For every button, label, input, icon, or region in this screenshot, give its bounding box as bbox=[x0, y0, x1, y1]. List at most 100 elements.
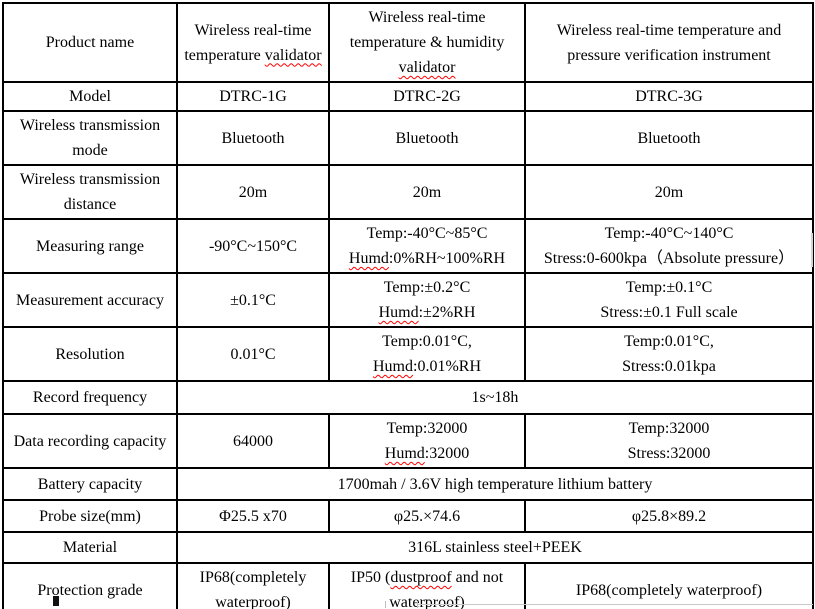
label-text: Wireless transmission distance bbox=[19, 171, 161, 213]
cell-line: Temp:0.01°C, bbox=[530, 329, 808, 354]
cell-line: Stress:±0.1 Full scale bbox=[530, 300, 808, 325]
row-label-record-frequency: Record frequency bbox=[2, 380, 178, 415]
cell-probe-col4: φ25.8×89.2 bbox=[524, 499, 814, 533]
cell-text: Temp:-40°C~85°C bbox=[366, 225, 488, 242]
cell-text: 1700mah / 3.6V high temperature lithium … bbox=[337, 475, 653, 493]
cell-line: Humd:0%RH~100%RH bbox=[334, 246, 520, 271]
label-text: Probe size(mm) bbox=[39, 507, 141, 525]
cell-transdist-col3: 20m bbox=[328, 164, 526, 220]
row-label-product-name: Product name bbox=[2, 2, 178, 83]
row-label-transmission-mode: Wireless transmission mode bbox=[2, 110, 178, 166]
cell-model-col4: DTRC-3G bbox=[524, 81, 814, 112]
cell-text: 20m bbox=[238, 183, 268, 201]
cell-probe-col3: φ25.×74.6 bbox=[328, 499, 526, 533]
cell-text: Temp:0.01°C, bbox=[624, 333, 714, 350]
cell-capacity-col2: 64000 bbox=[176, 413, 330, 469]
cell-line: Temp:32000 bbox=[530, 416, 808, 441]
cell-transdist-col4: 20m bbox=[524, 164, 814, 220]
cell-text: φ25.×74.6 bbox=[393, 507, 461, 525]
cell-line: Stress:32000 bbox=[530, 441, 808, 466]
cell-text: Wireless real-time temperature and press… bbox=[556, 21, 782, 64]
cell-text: Temp:-40°C~140°C bbox=[604, 225, 734, 242]
cell-text: 0.01°C bbox=[230, 345, 276, 363]
row-label-protection-grade: Protection grade bbox=[2, 562, 178, 609]
cell-record-frequency-value: 1s~18h bbox=[176, 380, 814, 415]
cell-text: IP50 ( bbox=[350, 569, 391, 586]
row-label-data-recording-capacity: Data recording capacity bbox=[2, 413, 178, 469]
cell-text: Φ25.5 x70 bbox=[219, 507, 287, 525]
row-transmission-distance: Wireless transmission distance 20m 20m 2… bbox=[2, 164, 814, 220]
cell-text: :32000 bbox=[424, 445, 470, 462]
row-battery-capacity: Battery capacity 1700mah / 3.6V high tem… bbox=[2, 467, 814, 501]
cell-text: DTRC-1G bbox=[219, 88, 287, 105]
crop-artifact-line bbox=[417, 601, 418, 608]
row-measuring-range: Measuring range -90°C~150°C Temp:-40°C~8… bbox=[2, 218, 814, 274]
cell-text: 1s~18h bbox=[471, 389, 519, 406]
cell-capacity-col3: Temp:32000 Humd:32000 bbox=[328, 413, 526, 469]
cell-transmode-col4: Bluetooth bbox=[524, 110, 814, 166]
cell-text: Wireless real-time temperature & humidit… bbox=[349, 9, 505, 51]
cell-line: Humd:±2%RH bbox=[334, 300, 520, 325]
cell-text: :0.01%RH bbox=[413, 358, 481, 375]
cell-transdist-col2: 20m bbox=[176, 164, 330, 220]
label-text: Measurement accuracy bbox=[16, 291, 164, 309]
cell-transmode-col2: Bluetooth bbox=[176, 110, 330, 166]
cell-range-col4: Temp:-40°C~140°C Stress:0-600kpa（Absolut… bbox=[524, 218, 814, 274]
cell-text: 64000 bbox=[233, 432, 273, 450]
label-text: Wireless transmission mode bbox=[19, 117, 161, 159]
cell-text: :±2%RH bbox=[418, 304, 476, 321]
crop-artifact-line bbox=[811, 233, 813, 267]
cell-text: Temp:32000 bbox=[628, 420, 710, 437]
cell-text: Stress:0-600kpa（Absolute pressure） bbox=[543, 250, 795, 267]
row-model: Model DTRC-1G DTRC-2G DTRC-3G bbox=[2, 81, 814, 112]
row-record-frequency: Record frequency 1s~18h bbox=[2, 380, 814, 415]
cell-text: DTRC-3G bbox=[635, 88, 703, 105]
row-label-model: Model bbox=[2, 81, 178, 112]
misspelled-word: validator bbox=[398, 59, 456, 76]
cell-line: Temp:±0.1°C bbox=[530, 275, 808, 300]
cell-text: Temp:0.01°C, bbox=[382, 333, 472, 350]
row-label-resolution: Resolution bbox=[2, 326, 178, 382]
cell-text: -90°C~150°C bbox=[208, 237, 298, 255]
row-probe-size: Probe size(mm) Φ25.5 x70 φ25.×74.6 φ25.8… bbox=[2, 499, 814, 533]
row-protection-grade: Protection grade IP68(completely waterpr… bbox=[2, 562, 814, 609]
cell-text: φ25.8×89.2 bbox=[631, 507, 707, 525]
label-text: Product name bbox=[45, 34, 135, 51]
cell-text: and not waterproof) bbox=[389, 569, 504, 609]
cell-line: Stress:0-600kpa（Absolute pressure） bbox=[530, 246, 808, 271]
crop-artifact-line bbox=[385, 601, 386, 608]
cell-text: 20m bbox=[412, 183, 442, 201]
row-label-transmission-distance: Wireless transmission distance bbox=[2, 164, 178, 220]
row-product-name: Product name Wireless real-time temperat… bbox=[2, 2, 814, 83]
cell-line: Temp:±0.2°C bbox=[334, 275, 520, 300]
label-text: Protection grade bbox=[37, 581, 143, 599]
cell-text: Bluetooth bbox=[637, 129, 701, 147]
cell-range-col2: -90°C~150°C bbox=[176, 218, 330, 274]
cell-line: Humd:0.01%RH bbox=[334, 354, 520, 379]
cell-probe-col2: Φ25.5 x70 bbox=[176, 499, 330, 533]
misspelled-word: Humd bbox=[373, 358, 413, 375]
cell-accuracy-col4: Temp:±0.1°C Stress:±0.1 Full scale bbox=[524, 272, 814, 328]
row-material: Material 316L stainless steel+PEEK bbox=[2, 531, 814, 564]
cell-text: Temp:±0.2°C bbox=[383, 279, 471, 296]
label-text: Battery capacity bbox=[37, 475, 143, 493]
row-label-measuring-range: Measuring range bbox=[2, 218, 178, 274]
cell-line: Temp:-40°C~140°C bbox=[530, 221, 808, 246]
cell-resolution-col4: Temp:0.01°C, Stress:0.01kpa bbox=[524, 326, 814, 382]
cell-text: Temp:32000 bbox=[386, 420, 468, 437]
row-data-recording-capacity: Data recording capacity 64000 Temp:32000… bbox=[2, 413, 814, 469]
label-text: Model bbox=[69, 88, 111, 105]
cell-battery-capacity-value: 1700mah / 3.6V high temperature lithium … bbox=[176, 467, 814, 501]
cell-resolution-col3: Temp:0.01°C, Humd:0.01%RH bbox=[328, 326, 526, 382]
cell-text: DTRC-2G bbox=[393, 88, 461, 105]
label-text: Resolution bbox=[55, 345, 125, 363]
cell-resolution-col2: 0.01°C bbox=[176, 326, 330, 382]
misspelled-word: Humd bbox=[384, 445, 425, 462]
cell-capacity-col4: Temp:32000 Stress:32000 bbox=[524, 413, 814, 469]
row-label-material: Material bbox=[2, 531, 178, 564]
cell-product-col2: Wireless real-time temperature validator bbox=[176, 2, 330, 83]
cell-text: Stress:32000 bbox=[627, 445, 711, 462]
cell-text: ±0.1°C bbox=[230, 291, 276, 309]
label-text: Data recording capacity bbox=[13, 432, 167, 450]
cell-line: Temp:-40°C~85°C bbox=[334, 221, 520, 246]
